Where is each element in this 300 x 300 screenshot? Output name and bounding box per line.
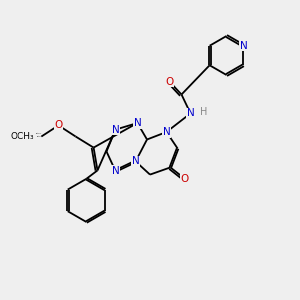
Text: O: O: [54, 120, 63, 130]
Text: OCH₃: OCH₃: [11, 132, 34, 141]
Text: O: O: [165, 76, 174, 87]
Text: N: N: [134, 118, 141, 128]
Text: methoxy: methoxy: [36, 133, 42, 134]
Text: N: N: [112, 166, 119, 176]
Text: N: N: [112, 124, 119, 135]
Text: N: N: [163, 127, 170, 137]
Text: N: N: [187, 108, 194, 118]
Text: methoxy: methoxy: [37, 136, 43, 137]
Text: H: H: [200, 107, 208, 117]
Text: N: N: [132, 156, 140, 167]
Text: N: N: [239, 41, 247, 51]
Text: O: O: [180, 173, 189, 184]
